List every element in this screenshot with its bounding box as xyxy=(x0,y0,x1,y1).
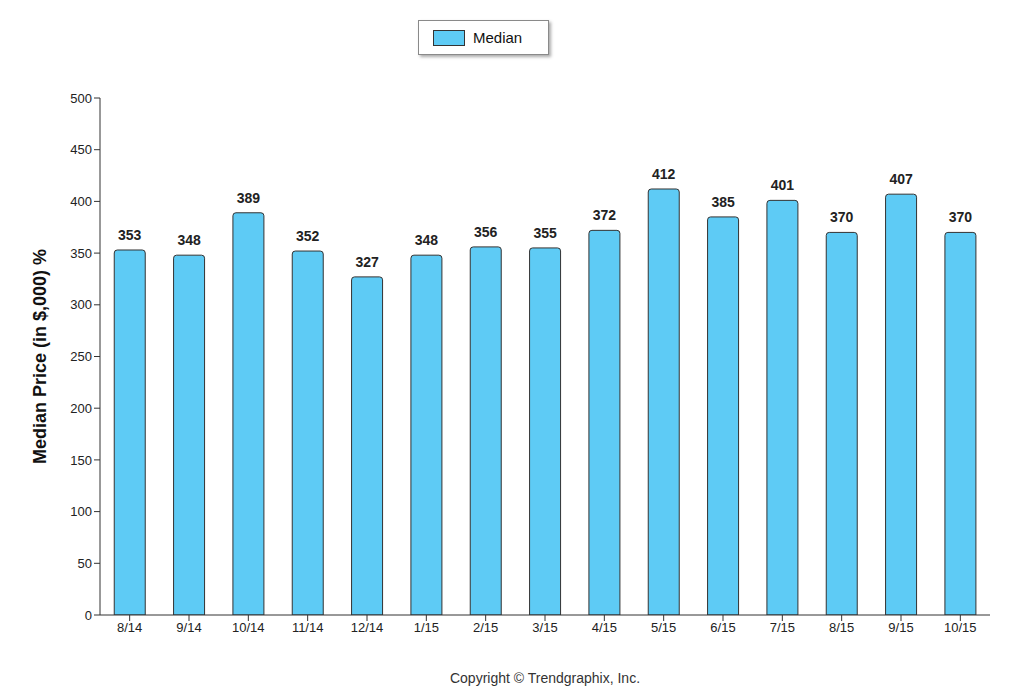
svg-text:Median Price (in $,000) %: Median Price (in $,000) % xyxy=(30,249,50,464)
svg-text:150: 150 xyxy=(70,453,92,468)
svg-text:3/15: 3/15 xyxy=(532,620,557,635)
svg-text:350: 350 xyxy=(70,246,92,261)
svg-text:356: 356 xyxy=(474,224,498,240)
svg-text:10/14: 10/14 xyxy=(232,620,265,635)
svg-text:353: 353 xyxy=(118,227,142,243)
svg-text:10/15: 10/15 xyxy=(944,620,977,635)
svg-text:5/15: 5/15 xyxy=(651,620,676,635)
svg-text:7/15: 7/15 xyxy=(770,620,795,635)
svg-text:370: 370 xyxy=(949,209,973,225)
svg-text:401: 401 xyxy=(771,177,795,193)
svg-text:9/15: 9/15 xyxy=(888,620,913,635)
svg-text:200: 200 xyxy=(70,401,92,416)
svg-text:6/15: 6/15 xyxy=(710,620,735,635)
svg-text:500: 500 xyxy=(70,91,92,106)
svg-text:250: 250 xyxy=(70,349,92,364)
svg-text:50: 50 xyxy=(78,556,92,571)
svg-text:407: 407 xyxy=(889,171,913,187)
svg-text:327: 327 xyxy=(355,254,379,270)
svg-text:300: 300 xyxy=(70,297,92,312)
svg-text:355: 355 xyxy=(533,225,557,241)
svg-text:2/15: 2/15 xyxy=(473,620,498,635)
svg-text:9/14: 9/14 xyxy=(176,620,201,635)
svg-text:352: 352 xyxy=(296,228,320,244)
svg-text:400: 400 xyxy=(70,194,92,209)
svg-text:385: 385 xyxy=(711,194,735,210)
svg-text:1/15: 1/15 xyxy=(414,620,439,635)
svg-text:412: 412 xyxy=(652,166,676,182)
svg-text:348: 348 xyxy=(177,232,201,248)
svg-text:Copyright © Trendgraphix, Inc.: Copyright © Trendgraphix, Inc. xyxy=(450,670,640,686)
svg-text:370: 370 xyxy=(830,209,854,225)
svg-text:0: 0 xyxy=(85,608,92,623)
svg-text:4/15: 4/15 xyxy=(592,620,617,635)
svg-text:8/14: 8/14 xyxy=(117,620,142,635)
svg-text:389: 389 xyxy=(237,190,261,206)
html-text:Median: Median xyxy=(473,29,523,46)
svg-text:8/15: 8/15 xyxy=(829,620,854,635)
svg-text:11/14: 11/14 xyxy=(292,620,324,635)
svg-text:12/14: 12/14 xyxy=(351,620,384,635)
svg-text:100: 100 xyxy=(70,504,92,519)
svg-text:450: 450 xyxy=(70,142,92,157)
svg-text:348: 348 xyxy=(415,232,439,248)
svg-text:372: 372 xyxy=(593,207,617,223)
